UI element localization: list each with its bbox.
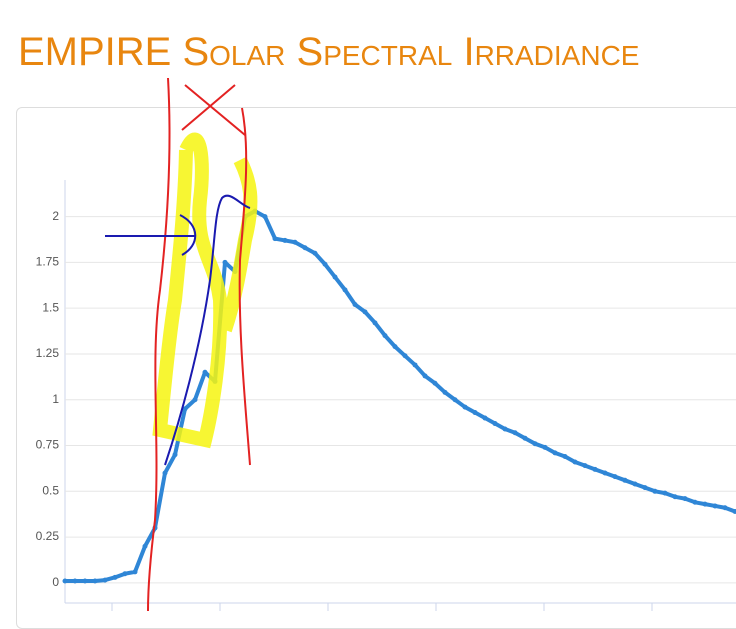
data-point — [193, 397, 198, 402]
data-point — [93, 579, 98, 584]
data-point — [623, 478, 628, 483]
data-point — [703, 502, 708, 507]
red-cross — [182, 85, 245, 135]
data-point — [443, 390, 448, 395]
data-point — [333, 275, 338, 280]
data-point — [683, 496, 688, 501]
data-point — [393, 344, 398, 349]
data-point — [403, 353, 408, 358]
annotations — [105, 78, 250, 611]
data-point — [423, 373, 428, 378]
data-point — [433, 381, 438, 386]
y-tick-label: 0 — [52, 575, 59, 589]
data-point — [503, 427, 508, 432]
data-point — [453, 397, 458, 402]
data-point — [493, 421, 498, 426]
data-point — [413, 362, 418, 367]
data-point — [673, 494, 678, 499]
data-point — [123, 571, 128, 576]
data-point — [163, 470, 168, 475]
y-tick-label: 0.5 — [42, 483, 59, 497]
y-tick-label: 1.75 — [36, 255, 60, 269]
y-tick-label: 1.5 — [42, 300, 59, 314]
data-point — [353, 302, 358, 307]
data-point — [293, 240, 298, 245]
data-point — [633, 481, 638, 486]
data-point — [373, 320, 378, 325]
data-point — [223, 260, 228, 265]
data-point — [273, 236, 278, 241]
data-point — [83, 579, 88, 584]
data-point — [313, 251, 318, 256]
data-point — [463, 405, 468, 410]
data-point — [573, 460, 578, 465]
y-tick-label: 0.75 — [36, 438, 60, 452]
data-point — [203, 370, 208, 375]
data-point — [483, 416, 488, 421]
data-point — [473, 410, 478, 415]
data-point — [553, 450, 558, 455]
data-point — [653, 489, 658, 494]
data-point — [563, 454, 568, 459]
data-point — [533, 441, 538, 446]
data-point — [663, 491, 668, 496]
data-point — [643, 485, 648, 490]
data-point — [693, 500, 698, 505]
data-point — [583, 463, 588, 468]
y-tick-label: 1 — [52, 392, 59, 406]
data-point — [513, 430, 518, 435]
data-point — [613, 474, 618, 479]
data-point — [103, 578, 108, 583]
plot-area: 0 0.25 0.5 0.75 1 1.25 1.5 1.75 2 — [36, 209, 736, 589]
data-point — [343, 287, 348, 292]
data-point — [133, 569, 138, 574]
chart: 0 0.25 0.5 0.75 1 1.25 1.5 1.75 2 — [0, 0, 736, 611]
data-point — [263, 214, 268, 219]
y-tick-label: 0.25 — [36, 529, 60, 543]
y-tick-label: 1.25 — [36, 346, 60, 360]
data-point — [713, 503, 718, 508]
y-tick-label: 2 — [52, 209, 59, 223]
data-point — [143, 544, 148, 549]
x-tick-marks — [112, 603, 652, 611]
data-point — [523, 436, 528, 441]
data-point — [283, 238, 288, 243]
data-point — [303, 245, 308, 250]
data-point — [63, 579, 68, 584]
data-point — [603, 470, 608, 475]
data-point — [363, 309, 368, 314]
data-point — [383, 333, 388, 338]
data-point — [113, 575, 118, 580]
data-point — [723, 505, 728, 510]
data-point — [323, 262, 328, 267]
data-point — [73, 579, 78, 584]
data-point — [173, 452, 178, 457]
data-point — [543, 445, 548, 450]
highlight — [160, 140, 250, 440]
data-point — [593, 467, 598, 472]
